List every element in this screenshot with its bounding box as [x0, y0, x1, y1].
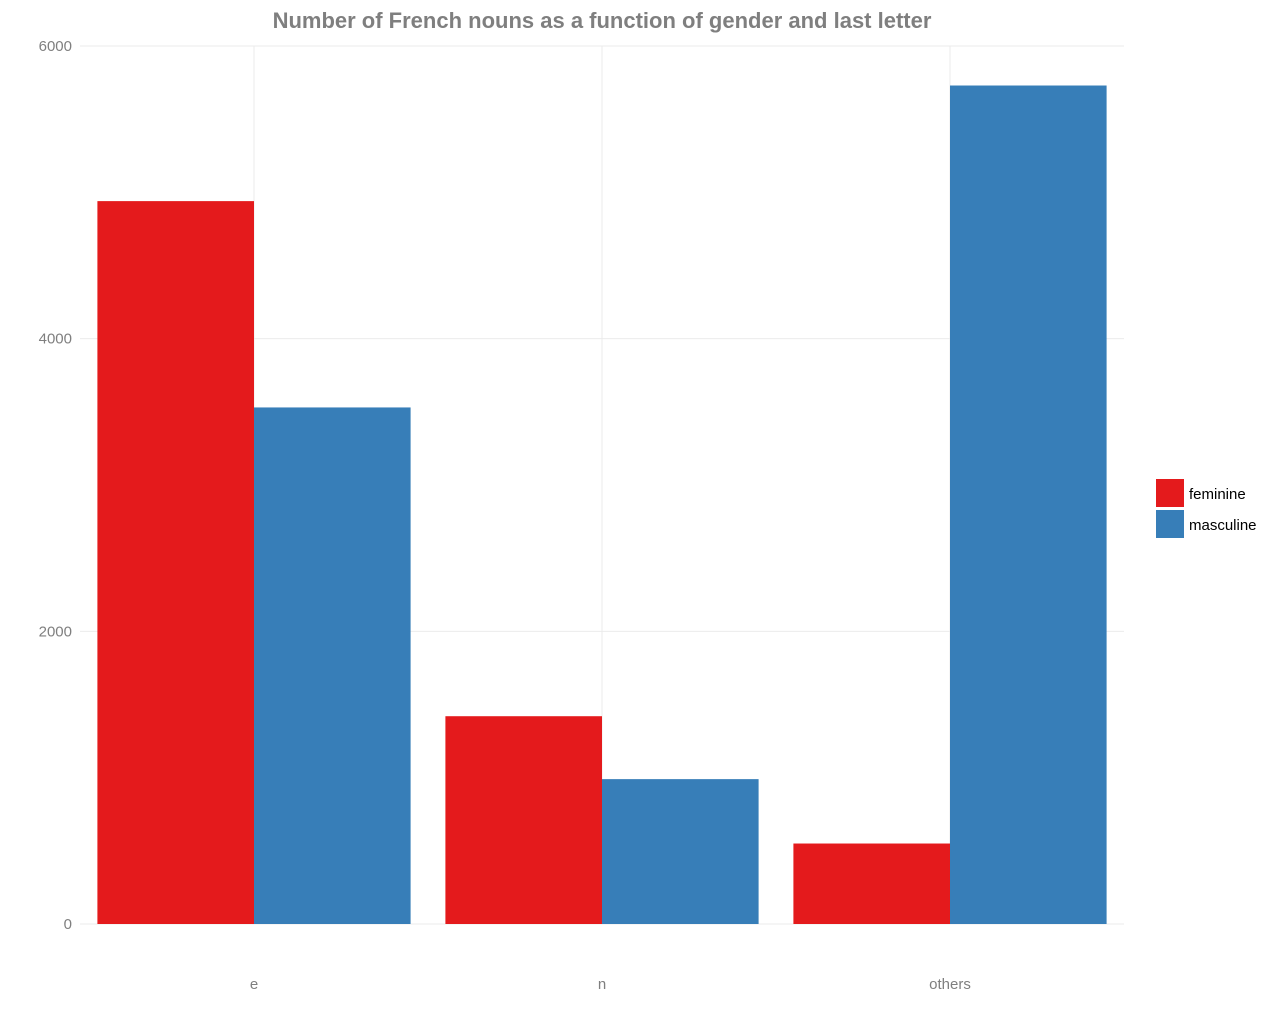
bar-masculine-n: [602, 779, 759, 924]
x-tick-label: e: [250, 976, 258, 993]
y-tick-label: 4000: [39, 331, 72, 348]
bar-masculine-others: [950, 85, 1107, 924]
legend-label-feminine: feminine: [1189, 486, 1246, 503]
bar-feminine-others: [793, 843, 950, 924]
legend-swatch-feminine: [1156, 479, 1184, 507]
bar-masculine-e: [254, 407, 411, 924]
bar-feminine-n: [445, 716, 602, 924]
legend-swatch-masculine: [1156, 510, 1184, 538]
chart-title: Number of French nouns as a function of …: [273, 8, 932, 33]
x-tick-label: others: [929, 976, 971, 993]
bars: [97, 85, 1107, 924]
x-axis-ticks: e n others: [250, 976, 971, 993]
legend-label-masculine: masculine: [1189, 517, 1257, 534]
x-tick-label: n: [598, 976, 606, 993]
y-tick-label: 2000: [39, 623, 72, 640]
y-axis-ticks: 0 2000 4000 6000: [39, 38, 72, 933]
bar-feminine-e: [97, 201, 255, 924]
y-tick-label: 6000: [39, 38, 72, 55]
legend: feminine masculine: [1156, 479, 1257, 538]
y-tick-label: 0: [64, 916, 72, 933]
